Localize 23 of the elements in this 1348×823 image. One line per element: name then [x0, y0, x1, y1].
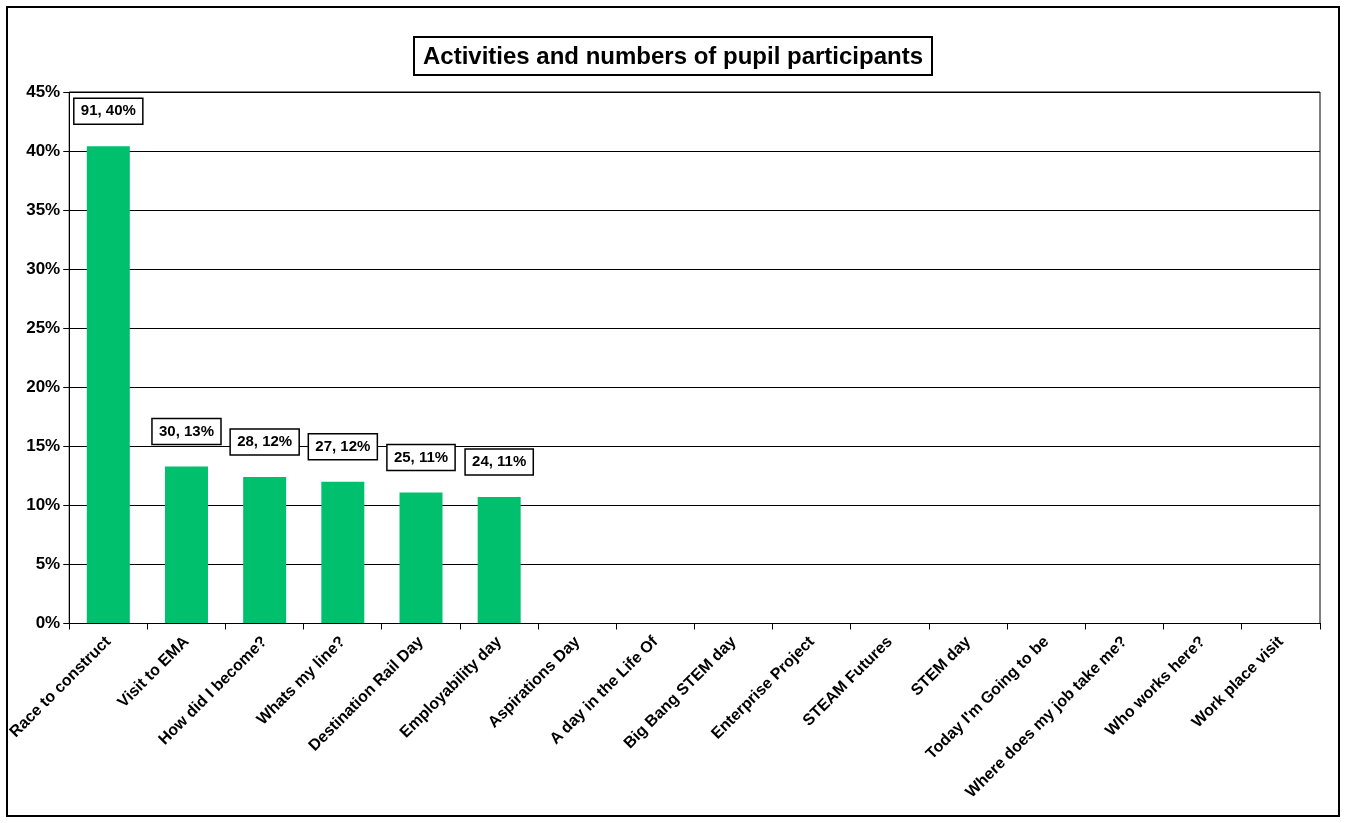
y-tick-label: 30%	[26, 258, 61, 278]
bar	[86, 146, 130, 623]
y-tick-label: 25%	[26, 317, 61, 337]
bar	[243, 477, 287, 623]
bar	[321, 481, 365, 623]
y-tick-label: 20%	[26, 376, 61, 396]
y-tick-label: 45%	[26, 81, 61, 101]
y-tick-label: 35%	[26, 199, 61, 219]
bar	[477, 497, 521, 623]
chart-title: Activities and numbers of pupil participants	[412, 36, 934, 76]
bar	[164, 466, 208, 623]
data-label: 28, 12%	[237, 432, 293, 450]
data-label: 30, 13%	[158, 421, 215, 439]
data-label: 25, 11%	[393, 447, 449, 465]
y-tick-label: 15%	[26, 436, 61, 456]
y-tick-label: 40%	[26, 140, 61, 160]
bar	[399, 492, 443, 623]
y-tick-label: 10%	[26, 495, 61, 515]
y-tick-label: 0%	[35, 613, 61, 633]
data-label: 24, 11%	[472, 452, 527, 470]
data-label: 91, 40%	[80, 101, 136, 119]
y-tick-label: 5%	[35, 554, 61, 574]
data-label: 27, 12%	[315, 436, 371, 454]
